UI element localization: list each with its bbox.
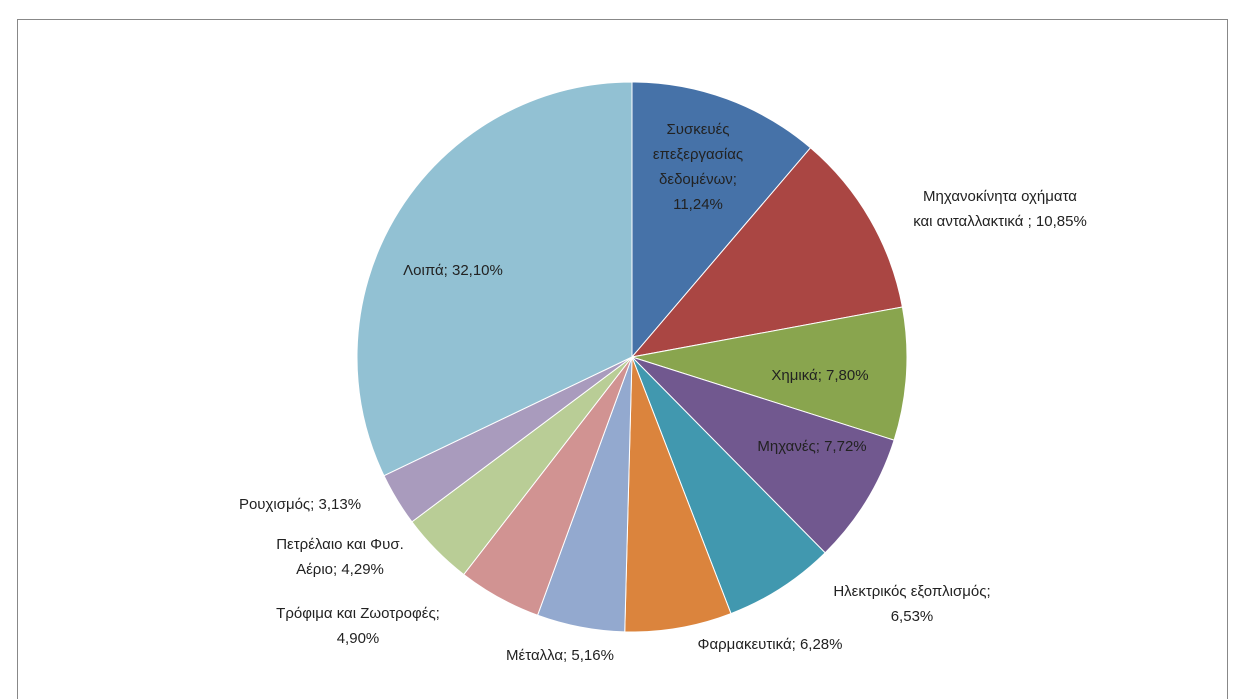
pie-slice bbox=[630, 147, 903, 358]
data-label-line: Αέριο; 4,29% bbox=[296, 561, 384, 578]
data-label-line: Μηχανοκίνητα οχήματα bbox=[923, 188, 1077, 205]
data-label-line: Ηλεκτρικός εξοπλισμός; bbox=[833, 583, 990, 600]
data-label-line: 6,53% bbox=[891, 608, 934, 625]
data-label: Μηχανές; 7,72% bbox=[757, 438, 866, 455]
data-label-line: 4,90% bbox=[337, 630, 380, 647]
data-label-line: και ανταλλακτικά ; 10,85% bbox=[913, 213, 1087, 230]
data-label-line: 11,24% bbox=[673, 196, 723, 213]
data-label: Χημικά; 7,80% bbox=[771, 367, 868, 384]
data-label: Ηλεκτρικός εξοπλισμός; 6,53% bbox=[833, 583, 990, 625]
data-label-line: δεδομένων; bbox=[659, 171, 737, 188]
data-label: Τρόφιμα και Ζωοτροφές; 4,90% bbox=[276, 605, 440, 647]
data-label: Φαρμακευτικά; 6,28% bbox=[698, 636, 843, 653]
chart-frame bbox=[17, 19, 1228, 699]
data-label-line: Μηχανές; 7,72% bbox=[757, 438, 866, 455]
data-label-line: Χημικά; 7,80% bbox=[771, 367, 868, 384]
data-label-line: Πετρέλαιο και Φυσ. bbox=[276, 536, 404, 553]
data-label: Μέταλλα; 5,16% bbox=[506, 647, 614, 664]
data-label-line: Ρουχισμός; 3,13% bbox=[239, 496, 361, 513]
data-label-line: Μέταλλα; 5,16% bbox=[506, 647, 614, 664]
pie-slice bbox=[631, 81, 812, 359]
pie-slice bbox=[356, 81, 633, 477]
pie-slice bbox=[631, 306, 908, 441]
data-label-line: επεξεργασίας bbox=[653, 146, 743, 163]
data-label-line: Λοιπά; 32,10% bbox=[403, 262, 503, 279]
data-label: Ρουχισμός; 3,13% bbox=[239, 496, 361, 513]
data-label: Συσκευές επεξεργασίας δεδομένων; 11,24% bbox=[653, 121, 743, 213]
data-label-line: Συσκευές bbox=[666, 121, 729, 138]
pie-slice bbox=[631, 356, 826, 615]
data-label: Πετρέλαιο και Φυσ. Αέριο; 4,29% bbox=[276, 536, 404, 578]
pie-slice bbox=[631, 356, 895, 554]
data-label-line: Φαρμακευτικά; 6,28% bbox=[698, 636, 843, 653]
data-label-line: Τρόφιμα και Ζωοτροφές; bbox=[276, 605, 440, 622]
data-label: Μηχανοκίνητα οχήματα και ανταλλακτικά ; 1… bbox=[913, 188, 1087, 230]
data-label: Λοιπά; 32,10% bbox=[403, 262, 503, 279]
